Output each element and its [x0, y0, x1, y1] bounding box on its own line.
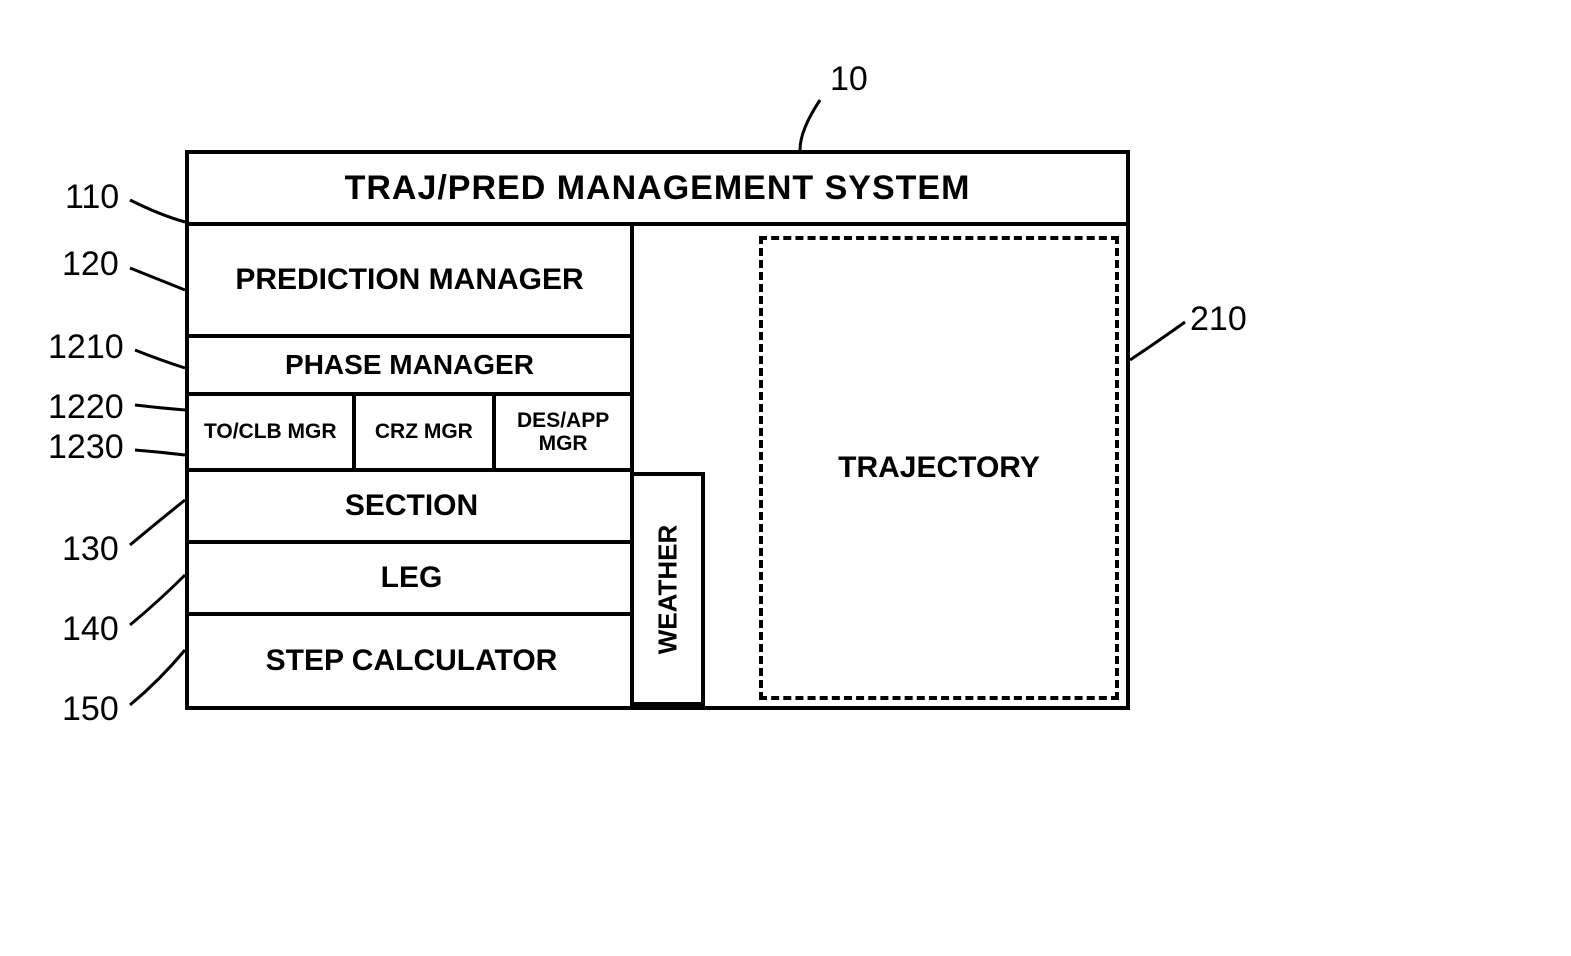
ref-110: 110 [65, 178, 119, 217]
ref-120: 120 [62, 245, 119, 284]
leg-box: LEG [189, 544, 634, 616]
left-stack: PREDICTION MANAGER PHASE MANAGER TO/CLB … [189, 226, 634, 710]
system-diagram: TRAJ/PRED MANAGEMENT SYSTEM PREDICTION M… [185, 150, 1130, 710]
crz-mgr-box: CRZ MGR [356, 396, 497, 468]
toclb-mgr-box: TO/CLB MGR [189, 396, 356, 468]
weather-box: WEATHER [630, 472, 705, 706]
ref-130: 130 [62, 530, 119, 569]
desapp-mgr-box: DES/APP MGR [496, 396, 630, 468]
phase-row: TO/CLB MGR CRZ MGR DES/APP MGR [189, 396, 630, 472]
phase-manager-box: PHASE MANAGER [189, 338, 630, 396]
step-calculator-box: STEP CALCULATOR [189, 616, 634, 706]
ref-10: 10 [830, 60, 868, 99]
body-area: PREDICTION MANAGER PHASE MANAGER TO/CLB … [189, 226, 1126, 710]
ref-1220: 1220 [48, 388, 124, 427]
ref-150: 150 [62, 690, 119, 729]
ref-1210: 1210 [48, 328, 124, 367]
ref-210: 210 [1190, 300, 1247, 339]
title-bar: TRAJ/PRED MANAGEMENT SYSTEM [189, 154, 1126, 226]
trajectory-box: TRAJECTORY [759, 236, 1119, 700]
section-box: SECTION [189, 472, 634, 544]
ref-1230: 1230 [48, 428, 124, 467]
weather-label: WEATHER [652, 524, 683, 654]
ref-140: 140 [62, 610, 119, 649]
prediction-manager-box: PREDICTION MANAGER [189, 226, 630, 338]
trajectory-label: TRAJECTORY [838, 451, 1040, 485]
